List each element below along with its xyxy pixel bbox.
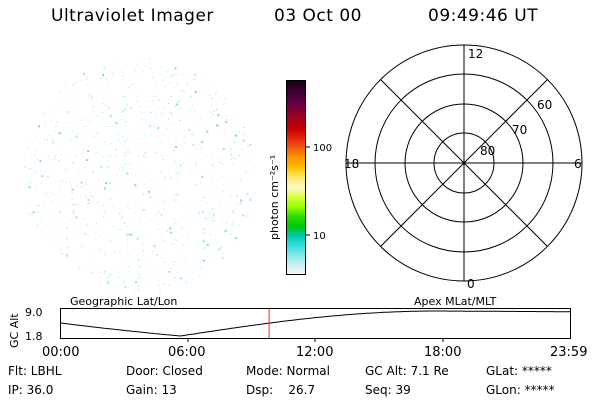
x-tick-0000: 00:00 [42,345,80,360]
timeline-y-label: GC Alt [8,313,21,348]
flt-info: Flt: LBHL [8,364,62,378]
mode-info: Mode: Normal [246,364,330,378]
color-bar-tick-100: 100 [313,143,332,154]
date-label: 03 Oct 00 [274,6,362,26]
color-bar [286,80,306,275]
x-tick-0600: 06:00 [168,345,206,360]
mlt-label-12: 12 [468,47,483,61]
color-bar-tick-10: 10 [313,231,326,242]
polar-plot: 12 18 6 0 60 70 80 [344,44,583,291]
gain-info: Gain: 13 [126,383,177,397]
color-bar-label: photon cm⁻²s⁻¹ [268,154,281,240]
seq-info: Seq: 39 [365,383,411,397]
timeline-y-tick-max: 9.0 [25,306,43,319]
time-label: 09:49:46 UT [428,6,539,26]
x-tick-2359: 23:59 [550,345,588,360]
mlt-label-18: 18 [344,157,359,171]
door-info: Door: Closed [126,364,203,378]
gc-alt-info: GC Alt: 7.1 Re [365,364,449,378]
uv-image [23,58,256,292]
glon-info: GLon: ***** [486,383,555,397]
lat-label-60: 60 [537,98,552,112]
color-bar-ticks: 100 10 [306,143,332,242]
geographic-title: Geographic Lat/Lon [70,295,178,308]
timeline-y-tick-min: 1.8 [25,330,43,343]
lat-label-70: 70 [512,123,527,137]
uv-image-speckles [23,58,256,292]
x-tick-1200: 12:00 [296,345,334,360]
mlt-label-0: 0 [467,277,475,291]
dsp-info: Dsp: 26.7 [246,383,316,397]
apex-title: Apex MLat/MLT [414,295,497,308]
instrument-title: Ultraviolet Imager [51,6,214,26]
glat-info: GLat: ***** [486,364,552,378]
mlt-label-6: 6 [574,157,582,171]
altitude-curve [60,310,571,337]
lat-label-80: 80 [480,144,495,158]
timeline-plot [60,308,571,342]
ip-info: IP: 36.0 [8,383,54,397]
x-tick-1800: 18:00 [424,345,462,360]
